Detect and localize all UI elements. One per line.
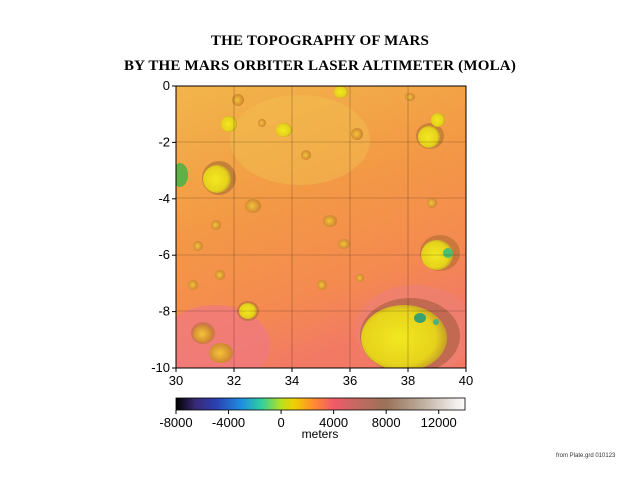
x-tick-label: 34 [285, 373, 299, 388]
colorbar-tick-label: -8000 [159, 415, 192, 430]
map-title-line-2: BY THE MARS ORBITER LASER ALTIMETER (MOL… [123, 58, 517, 74]
x-tick-label: 36 [343, 373, 357, 388]
crater [237, 301, 259, 321]
x-tick-label: 38 [401, 373, 415, 388]
x-tick-label: 32 [227, 373, 241, 388]
crater [176, 163, 188, 187]
x-tick-label: 40 [459, 373, 473, 388]
colorbar-units: meters [301, 427, 339, 441]
crater [188, 86, 437, 290]
colorbar-ticks: -8000 -4000 0 4000 8000 12000 [159, 410, 457, 430]
crater [191, 322, 215, 344]
colorbar: -8000 -4000 0 4000 8000 12000 [159, 397, 466, 430]
colorbar-scale [175, 397, 466, 411]
large-crater [360, 298, 460, 368]
crater [209, 343, 233, 363]
y-tick-label: -8 [158, 304, 170, 319]
crater [202, 161, 236, 195]
y-tick-label: 0 [163, 78, 170, 93]
credit-note: from Plate.grd 010123 [556, 453, 616, 459]
y-tick-label: -10 [151, 360, 170, 375]
map-title-line-1: THE TOPOGRAPHY OF MARS [210, 33, 430, 49]
colorbar-tick-label: 0 [277, 415, 284, 430]
crater [420, 235, 460, 271]
terrain-image [176, 86, 466, 368]
y-tick-label: -2 [158, 134, 170, 149]
x-axis: 30 32 34 36 38 40 [169, 368, 473, 388]
y-tick-label: -4 [158, 191, 170, 206]
colorbar-tick-label: 4000 [319, 415, 348, 430]
graticule [176, 86, 466, 368]
colorbar-tick-label: 8000 [372, 415, 401, 430]
x-tick-label: 30 [169, 373, 183, 388]
y-tick-label: -6 [158, 247, 170, 262]
crater [416, 113, 445, 149]
map-frame [175, 85, 467, 369]
colorbar-tick-label: -4000 [212, 415, 245, 430]
colorbar-tick-label: 12000 [421, 415, 457, 430]
y-axis: 0 -2 -4 -6 -8 -10 [151, 78, 176, 375]
